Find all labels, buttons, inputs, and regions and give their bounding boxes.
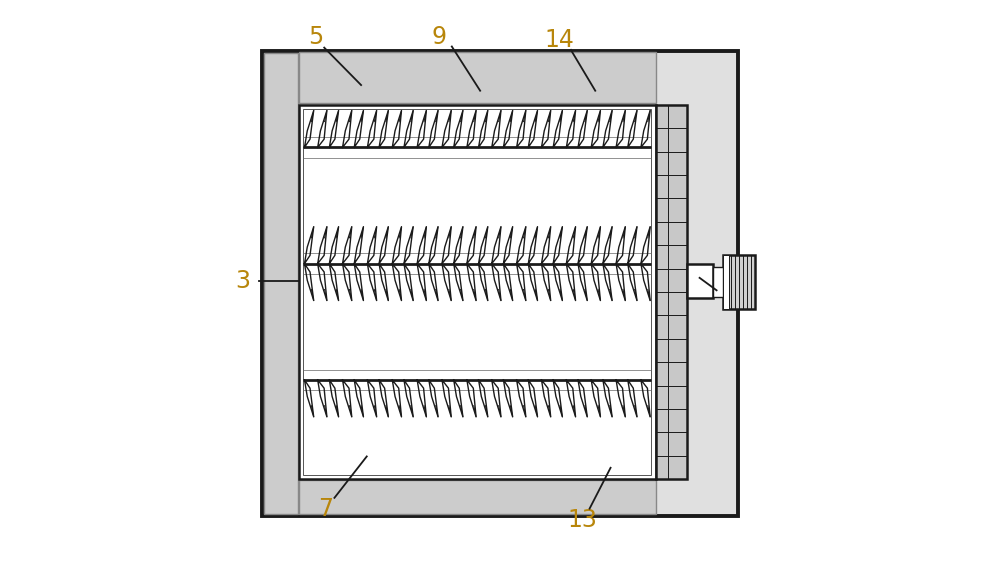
Text: 13: 13 [567,508,597,532]
Text: 14: 14 [545,28,574,52]
Bar [262,51,738,516]
Bar [303,109,651,475]
Bar [264,53,298,514]
Bar [299,52,656,103]
Text: 15: 15 [709,272,739,295]
Text: 7: 7 [318,497,333,521]
Bar [656,105,687,479]
Bar [299,480,656,514]
Bar [723,255,755,309]
Text: 5: 5 [308,25,323,49]
Text: 9: 9 [432,25,447,49]
Text: 3: 3 [235,269,250,293]
Bar [687,264,713,298]
Bar [299,105,656,479]
Bar [713,267,723,297]
Bar [723,255,729,309]
